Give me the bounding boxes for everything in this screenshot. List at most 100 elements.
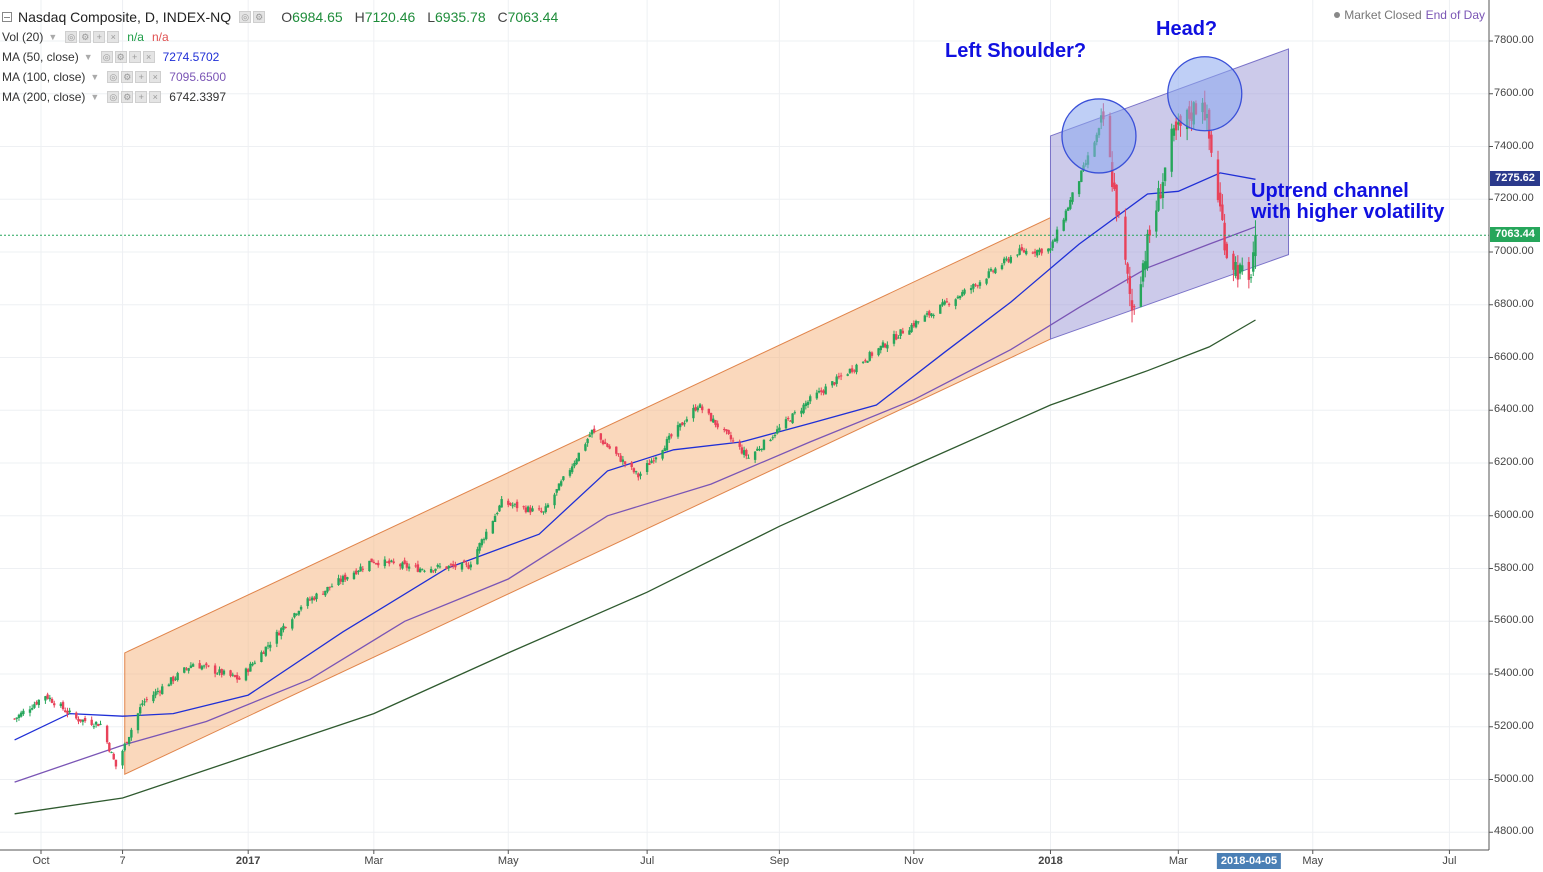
- candle-body: [676, 425, 680, 437]
- add-icon[interactable]: +: [93, 31, 106, 43]
- collapse-icon[interactable]: [2, 12, 12, 22]
- candle-body: [108, 742, 111, 752]
- y-tick-label: 6200.00: [1494, 456, 1534, 468]
- ma50-row[interactable]: MA (50, close) ▼ ◎ ⚙ + × 7274.5702: [2, 48, 219, 66]
- candle-body: [125, 741, 129, 744]
- candle-body: [961, 292, 964, 296]
- candle-body: [277, 632, 281, 636]
- candle-body: [678, 423, 682, 428]
- candle-body: [94, 721, 98, 725]
- candle-body: [200, 666, 204, 670]
- add-icon[interactable]: +: [135, 91, 148, 103]
- candle-body: [432, 570, 435, 572]
- ma50-line: [14, 172, 1256, 741]
- close-icon[interactable]: ×: [149, 91, 162, 103]
- end-of-day-label[interactable]: End of Day: [1425, 8, 1485, 22]
- candle-body: [390, 560, 393, 562]
- candle-body: [588, 435, 592, 437]
- candle-body: [650, 460, 653, 464]
- candle-body: [817, 390, 821, 393]
- candle-body: [421, 569, 424, 571]
- close-icon[interactable]: ×: [107, 31, 120, 43]
- candle-body: [222, 670, 226, 675]
- candle-body: [480, 539, 484, 546]
- close-icon[interactable]: ×: [149, 71, 162, 83]
- candle-body: [1033, 251, 1037, 254]
- settings-icon[interactable]: ⚙: [121, 91, 134, 103]
- candle-body: [716, 423, 719, 428]
- candle-body: [496, 513, 499, 515]
- eye-icon[interactable]: ◎: [239, 11, 252, 23]
- add-icon[interactable]: +: [135, 71, 148, 83]
- settings-icon[interactable]: ⚙: [114, 51, 127, 63]
- candle-body: [1241, 265, 1244, 272]
- candle-body: [500, 499, 503, 508]
- candle-body: [861, 361, 865, 363]
- candle-body: [50, 698, 54, 703]
- eye-icon[interactable]: ◎: [100, 51, 113, 63]
- chevron-down-icon[interactable]: ▼: [83, 52, 93, 62]
- vol-value-2: n/a: [151, 30, 169, 44]
- settings-icon[interactable]: ⚙: [121, 71, 134, 83]
- ma50-buttons: ◎ ⚙ + ×: [100, 51, 155, 63]
- high-key: H: [354, 9, 365, 25]
- candle-body: [491, 520, 495, 534]
- candle-body: [846, 374, 849, 376]
- candle-body: [141, 703, 144, 706]
- candle-body: [667, 435, 671, 440]
- candle-body: [654, 457, 658, 460]
- close-icon[interactable]: ×: [142, 51, 155, 63]
- candle-body: [434, 568, 437, 571]
- candle-body: [1069, 199, 1072, 209]
- candle-body: [1148, 229, 1151, 236]
- eye-icon[interactable]: ◎: [107, 91, 120, 103]
- candle-body: [1066, 207, 1070, 211]
- candle-body: [156, 690, 160, 692]
- channel-annotation-line1: Uptrend channel: [1251, 180, 1409, 202]
- settings-icon[interactable]: ⚙: [253, 11, 266, 23]
- candle-body: [928, 311, 931, 316]
- eye-icon[interactable]: ◎: [65, 31, 78, 43]
- x-tick-label: May: [497, 855, 519, 867]
- candle-body: [1049, 248, 1052, 251]
- chevron-down-icon[interactable]: ▼: [48, 32, 58, 42]
- market-closed-label: Market Closed: [1344, 8, 1422, 22]
- candle-body: [79, 719, 82, 722]
- candle-body: [694, 406, 697, 411]
- candle-body: [1238, 264, 1242, 274]
- ma200-row[interactable]: MA (200, close) ▼ ◎ ⚙ + × 6742.3397: [2, 88, 226, 106]
- eye-icon[interactable]: ◎: [107, 71, 120, 83]
- add-icon[interactable]: +: [128, 51, 141, 63]
- candle-body: [207, 665, 210, 667]
- candle-body: [925, 313, 929, 315]
- candle-body: [81, 719, 85, 722]
- candle-body: [75, 712, 78, 719]
- candle-body: [648, 463, 651, 465]
- vol-row[interactable]: Vol (20) ▼ ◎ ⚙ + × n/a n/a: [2, 28, 169, 46]
- y-tick-label: 5400.00: [1494, 667, 1534, 679]
- candle-body: [663, 448, 666, 452]
- candle-body: [511, 505, 514, 507]
- settings-icon[interactable]: ⚙: [79, 31, 92, 43]
- chevron-down-icon[interactable]: ▼: [90, 72, 100, 82]
- candle-body: [216, 673, 219, 675]
- candle-body: [853, 370, 856, 372]
- candle-body: [1009, 256, 1013, 263]
- current-date-tag: 2018-04-05: [1216, 853, 1282, 869]
- candle-body: [1146, 233, 1149, 269]
- candle-body: [121, 750, 124, 766]
- candle-body: [231, 674, 234, 676]
- candle-body: [1157, 188, 1160, 211]
- ma100-row[interactable]: MA (100, close) ▼ ◎ ⚙ + × 7095.6500: [2, 68, 226, 86]
- candle-body: [991, 270, 995, 272]
- candle-body: [553, 494, 556, 506]
- x-tick-label: Sep: [769, 855, 790, 867]
- chevron-down-icon[interactable]: ▼: [90, 92, 100, 102]
- candle-body: [66, 710, 69, 714]
- candle-body: [280, 628, 283, 636]
- candle-body: [831, 381, 834, 386]
- candle-body: [604, 442, 607, 445]
- candle-body: [183, 667, 186, 673]
- candle-body: [1077, 181, 1081, 195]
